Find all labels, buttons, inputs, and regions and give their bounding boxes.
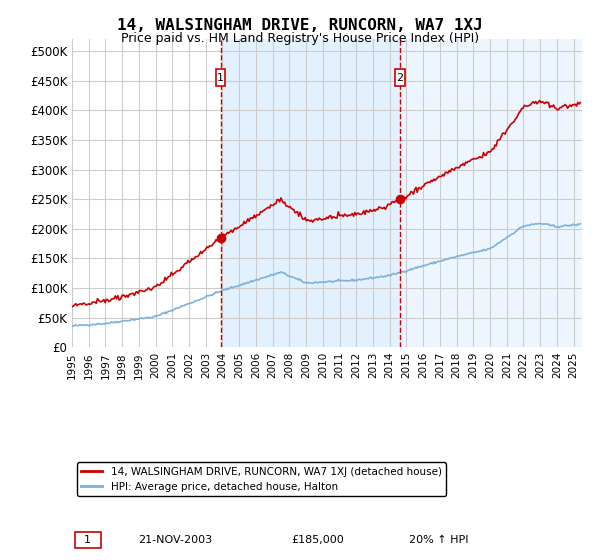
Text: £185,000: £185,000 [291, 535, 344, 545]
Text: Price paid vs. HM Land Registry's House Price Index (HPI): Price paid vs. HM Land Registry's House … [121, 32, 479, 45]
Text: 21-NOV-2003: 21-NOV-2003 [139, 535, 212, 545]
FancyBboxPatch shape [395, 69, 404, 86]
Bar [221, 39, 400, 347]
Bar [400, 39, 582, 347]
Text: 2: 2 [397, 73, 404, 83]
FancyBboxPatch shape [74, 533, 101, 548]
Text: 14, WALSINGHAM DRIVE, RUNCORN, WA7 1XJ: 14, WALSINGHAM DRIVE, RUNCORN, WA7 1XJ [117, 18, 483, 33]
Legend: 14, WALSINGHAM DRIVE, RUNCORN, WA7 1XJ (detached house), HPI: Average price, det: 14, WALSINGHAM DRIVE, RUNCORN, WA7 1XJ (… [77, 463, 446, 496]
Text: 1: 1 [85, 535, 91, 545]
Text: 1: 1 [217, 73, 224, 83]
FancyBboxPatch shape [216, 69, 225, 86]
Text: 20% ↑ HPI: 20% ↑ HPI [409, 535, 468, 545]
